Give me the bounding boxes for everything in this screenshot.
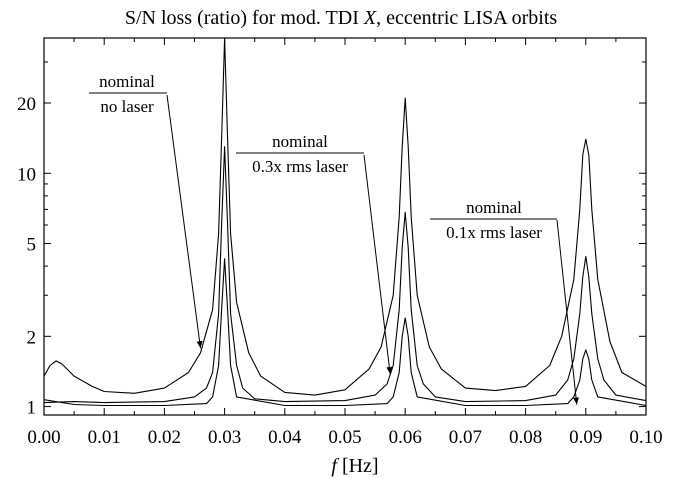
x-tick-label: 0.05: [328, 427, 361, 448]
annotation-arrow: [556, 219, 580, 405]
chart-title: S/N loss (ratio) for mod. TDI X, eccentr…: [125, 7, 558, 29]
x-tick-label: 0.04: [268, 427, 302, 448]
y-tick-label: 5: [27, 234, 37, 255]
annotation-arrow: [363, 154, 393, 374]
x-tick-label: 0.07: [449, 427, 482, 448]
x-tick-label: 0.10: [629, 427, 662, 448]
y-tick-label: 20: [17, 94, 36, 115]
annotation-1: nominal no laser: [89, 72, 203, 349]
chart-title-variable: X: [363, 7, 377, 29]
x-axis-label-unit: [Hz]: [337, 455, 379, 477]
y-tick-label: 10: [17, 164, 36, 185]
chart-title-suffix: , eccentric LISA orbits: [376, 7, 557, 29]
y-tick-label: 1: [27, 398, 37, 419]
annotation-denominator: 0.1x rms laser: [446, 223, 542, 242]
series-line-1: [44, 38, 646, 396]
annotation-arrow: [166, 94, 203, 349]
annotation-2: nominal 0.3x rms laser: [236, 132, 393, 374]
series-line-3: [44, 258, 646, 407]
x-axis-label-variable: f: [331, 455, 339, 477]
x-axis-label: f [Hz]: [331, 455, 378, 477]
x-tick-label: 0.02: [148, 427, 181, 448]
annotation-3: nominal 0.1x rms laser: [430, 198, 580, 405]
series-line-2: [44, 146, 646, 404]
x-tick-label: 0.01: [88, 427, 121, 448]
annotation-denominator: 0.3x rms laser: [252, 157, 348, 176]
x-tick-label: 0.08: [509, 427, 542, 448]
annotation-denominator: no laser: [100, 97, 154, 116]
annotation-numerator: nominal: [99, 72, 155, 91]
y-tick-label: 2: [27, 327, 37, 348]
plot-frame: [43, 37, 647, 416]
annotation-numerator: nominal: [272, 132, 328, 151]
annotation-numerator: nominal: [466, 198, 522, 217]
chart-title-prefix: S/N loss (ratio) for mod. TDI: [125, 7, 364, 29]
x-tick-label: 0.09: [569, 427, 602, 448]
series-layer: [44, 38, 646, 407]
ticks-layer: 0.00 0.01 0.02 0.03 0.04 0.05 0.06 0.07 0.08 0.09…: [17, 38, 663, 448]
x-tick-label: 0.00: [27, 427, 60, 448]
x-tick-label: 0.06: [389, 427, 422, 448]
x-tick-label: 0.03: [208, 427, 241, 448]
